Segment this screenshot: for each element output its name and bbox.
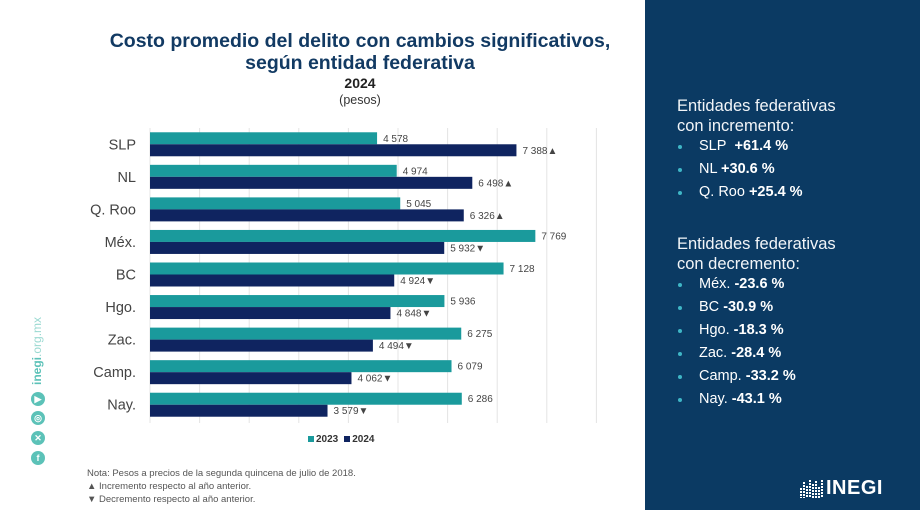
bullet-icon bbox=[678, 168, 682, 172]
website-link[interactable]: inegi.org.mx bbox=[30, 316, 44, 385]
data-label-2024: 4 848▼ bbox=[396, 309, 431, 320]
data-label-2024: 7 388▲ bbox=[522, 146, 557, 157]
bullet-icon bbox=[678, 352, 682, 356]
bar-2023 bbox=[150, 360, 452, 373]
data-label-2023: 6 079 bbox=[458, 362, 483, 373]
list-item: Q. Roo +25.4 % bbox=[677, 181, 803, 204]
decrease-list: Méx. -23.6 % BC -30.9 % Hgo. -18.3 % Zac… bbox=[677, 273, 796, 411]
data-label-2023: 7 128 bbox=[510, 264, 535, 275]
bar-2023 bbox=[150, 132, 378, 145]
data-label-2023: 4 974 bbox=[403, 166, 428, 177]
bar-2024 bbox=[150, 144, 517, 157]
increase-heading: Entidades federativas con incremento: bbox=[677, 97, 836, 135]
category-label: Nay. bbox=[107, 398, 136, 414]
bar-2024 bbox=[150, 274, 395, 287]
note-line: Nota: Pesos a precios de la segunda quin… bbox=[87, 468, 356, 479]
list-item: Méx. -23.6 % bbox=[677, 273, 796, 296]
legend-item-2024: 2024 bbox=[344, 434, 375, 445]
chart-legend: 2023 2024 bbox=[308, 434, 375, 445]
bar-chart: SLP 4 578 7 388▲ NL 4 974 6 498▲ Q. Roo 5 045 6 … bbox=[90, 128, 597, 423]
legend-swatch-2023 bbox=[308, 436, 314, 443]
bar-2023 bbox=[150, 164, 397, 177]
chart-year: 2024 bbox=[344, 75, 376, 91]
bullet-icon bbox=[678, 306, 682, 310]
list-item: Zac. -28.4 % bbox=[677, 342, 796, 365]
bar-2023 bbox=[150, 295, 445, 308]
data-label-2023: 4 578 bbox=[383, 134, 408, 145]
bullet-icon bbox=[678, 375, 682, 379]
note-decrease-legend: ▼ Decremento respecto al año anterior. bbox=[87, 494, 256, 505]
data-label-2023: 7 769 bbox=[541, 231, 566, 242]
legend-item-2023: 2023 bbox=[308, 434, 338, 445]
category-label: Camp. bbox=[93, 365, 136, 381]
increase-list: SLP +61.4 % NL +30.6 % Q. Roo +25.4 % bbox=[677, 135, 803, 204]
instagram-icon[interactable]: ◎ bbox=[31, 411, 45, 425]
data-label-2024: 4 062▼ bbox=[357, 374, 392, 385]
list-item: Camp. -33.2 % bbox=[677, 365, 796, 388]
category-label: Q. Roo bbox=[90, 202, 136, 218]
bullet-icon bbox=[678, 329, 682, 333]
data-label-2023: 5 936 bbox=[450, 297, 475, 308]
logo-text: INEGI bbox=[826, 477, 883, 499]
bullet-icon bbox=[678, 191, 682, 195]
bar-2023 bbox=[150, 392, 462, 405]
bar-2024 bbox=[150, 176, 473, 189]
data-label-2024: 6 498▲ bbox=[478, 178, 513, 189]
chart-title-line2: según entidad federativa bbox=[245, 52, 475, 74]
data-label-2024: 6 326▲ bbox=[470, 211, 505, 222]
bar-2024 bbox=[150, 241, 445, 254]
category-label: Méx. bbox=[105, 235, 136, 251]
bar-2023 bbox=[150, 327, 462, 340]
data-label-2023: 5 045 bbox=[406, 199, 431, 210]
youtube-icon[interactable]: ▶ bbox=[31, 392, 45, 406]
note-increase-legend: ▲ Incremento respecto al año anterior. bbox=[87, 481, 252, 492]
bar-2024 bbox=[150, 339, 373, 352]
bullet-icon bbox=[678, 283, 682, 287]
bullet-icon bbox=[678, 145, 682, 149]
facebook-icon[interactable]: f bbox=[31, 451, 45, 465]
list-item: Hgo. -18.3 % bbox=[677, 319, 796, 342]
inegi-logo[interactable]: INEGI bbox=[800, 477, 883, 500]
chart-units: (pesos) bbox=[339, 93, 381, 107]
legend-swatch-2024 bbox=[344, 436, 351, 443]
data-label-2024: 4 494▼ bbox=[379, 341, 414, 352]
chart-notes: Nota: Pesos a precios de la segunda quin… bbox=[87, 467, 356, 506]
list-item: SLP +61.4 % bbox=[677, 135, 803, 158]
category-label: Hgo. bbox=[105, 300, 136, 316]
category-label: NL bbox=[117, 170, 136, 186]
category-label: Zac. bbox=[108, 333, 136, 349]
bullet-icon bbox=[678, 398, 682, 402]
bar-2024 bbox=[150, 209, 464, 222]
bar-2023 bbox=[150, 229, 536, 242]
bar-2024 bbox=[150, 307, 391, 320]
data-label-2023: 6 275 bbox=[467, 329, 492, 340]
data-label-2024: 4 924▼ bbox=[400, 276, 435, 287]
x-icon[interactable]: ✕ bbox=[31, 431, 45, 445]
category-label: SLP bbox=[109, 137, 136, 153]
data-label-2024: 5 932▼ bbox=[450, 243, 485, 254]
category-label: BC bbox=[116, 268, 136, 284]
logo-mark-icon bbox=[800, 479, 823, 498]
list-item: NL +30.6 % bbox=[677, 158, 803, 181]
bar-2024 bbox=[150, 372, 352, 385]
chart-title: Costo promedio del delito con cambios si… bbox=[60, 30, 660, 74]
bar-2024 bbox=[150, 404, 328, 417]
chart-title-line1: Costo promedio del delito con cambios si… bbox=[109, 30, 611, 52]
list-item: BC -30.9 % bbox=[677, 296, 796, 319]
summary-panel: Entidades federativas con incremento: SL… bbox=[645, 0, 920, 510]
bar-2023 bbox=[150, 262, 504, 275]
bar-2023 bbox=[150, 197, 401, 210]
chart-area: Costo promedio del delito con cambios si… bbox=[30, 30, 611, 506]
decrease-heading: Entidades federativas con decremento: bbox=[677, 235, 836, 273]
data-label-2024: 3 579▼ bbox=[334, 406, 369, 417]
data-label-2023: 6 286 bbox=[468, 394, 493, 405]
list-item: Nay. -43.1 % bbox=[677, 388, 796, 411]
